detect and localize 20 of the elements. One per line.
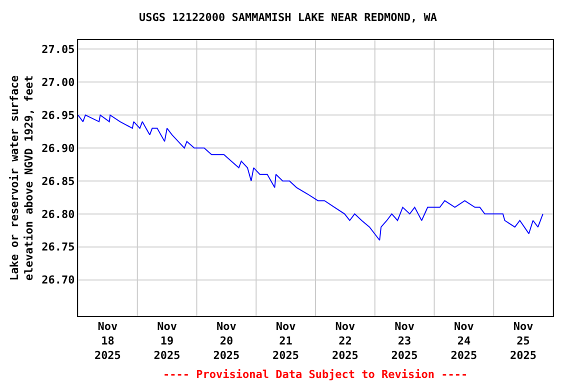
x-tick-label: Nov 24 2025 bbox=[450, 320, 478, 362]
y-tick-label: 26.75 bbox=[42, 240, 75, 254]
line-series bbox=[78, 114, 544, 241]
x-tick-label: Nov 23 2025 bbox=[391, 320, 418, 362]
text: ---- Provisional Data Subject to Revision ---- bbox=[163, 368, 468, 381]
x-tick-label: Nov 21 2025 bbox=[272, 320, 300, 362]
y-tick-label: 27.00 bbox=[42, 76, 75, 90]
x-tick-label: Nov 25 2025 bbox=[510, 320, 537, 362]
x-tick-label: Nov 22 2025 bbox=[332, 320, 358, 362]
chart-title: USGS 12122000 SAMMAMISH LAKE NEAR REDMOND, WA bbox=[138, 11, 438, 24]
y-tick-label: 26.90 bbox=[42, 142, 75, 155]
y-tick-label: 26.70 bbox=[42, 274, 75, 287]
x-tick-label: Nov 20 2025 bbox=[213, 320, 240, 362]
y-axis-title: Lake or reservoir water surface elevation above NGVD 1929, feet bbox=[8, 74, 36, 281]
y-tick-label: 26.80 bbox=[42, 208, 75, 221]
x-tick-label: Nov 18 2025 bbox=[94, 320, 121, 362]
y-tick-label: 27.05 bbox=[42, 43, 75, 56]
y-tick-label: 26.85 bbox=[42, 174, 75, 188]
y-tick-label: 26.95 bbox=[42, 108, 75, 122]
x-tick-label: Nov 19 2025 bbox=[154, 320, 180, 362]
